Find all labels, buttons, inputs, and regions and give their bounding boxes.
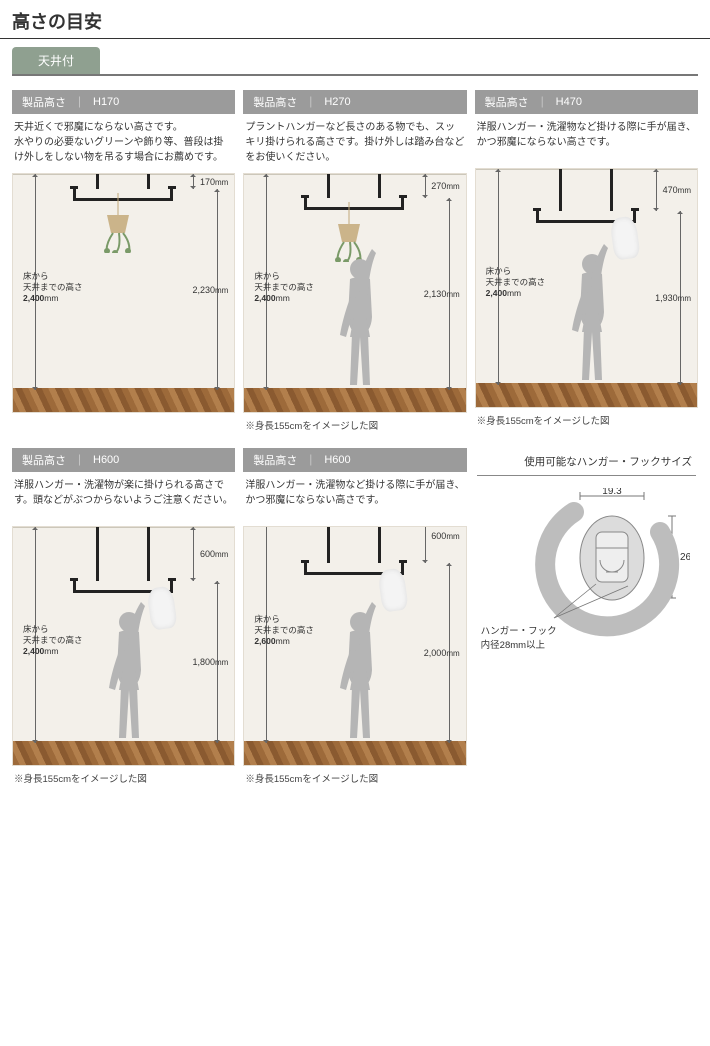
hook-spec-card: 使用可能なハンガー・フックサイズ 19.3 26.5 xyxy=(475,448,698,795)
illustration: 600mm 2,000mm 床から天井までの高さ 2,600mm xyxy=(243,526,466,766)
ceiling-line xyxy=(13,174,234,175)
floor xyxy=(476,383,697,407)
card-description: 洋服ハンガー・洗濯物が楽に掛けられる高さです。頭などがぶつからないようご注意くだ… xyxy=(12,472,235,526)
card-description: 天井近くで邪魔にならない高さです。水やりの必要ないグリーンや飾り等、普段は掛け外… xyxy=(12,114,235,173)
ceiling-line xyxy=(476,169,697,170)
ceiling-height-label: 床から天井までの高さ 2,400mm xyxy=(486,266,546,299)
dim-bar-floor-label: 2,000mm xyxy=(424,648,460,658)
dim-drop-label: 270mm xyxy=(431,181,459,191)
divider: ｜ xyxy=(537,94,548,110)
product-card-h270-1: 製品高さ ｜ H270 プラントハンガーなど長さのある物でも、スッキリ掛けられる… xyxy=(243,90,466,442)
card-header: 製品高さ ｜ H470 xyxy=(475,90,698,114)
dim-bar-floor-label: 1,800mm xyxy=(192,657,228,667)
tab-ceiling-mount: 天井付 xyxy=(12,47,100,74)
card-description: 洋服ハンガー・洗濯物など掛ける際に手が届き、かつ邪魔にならない高さです。 xyxy=(475,114,698,168)
card-description: 洋服ハンガー・洗濯物など掛ける際に手が届き、かつ邪魔にならない高さです。 xyxy=(243,472,466,526)
card-header-label: 製品高さ xyxy=(22,94,66,110)
product-card-h600-3: 製品高さ ｜ H600 洋服ハンガー・洗濯物が楽に掛けられる高さです。頭などがぶ… xyxy=(12,448,235,795)
card-header-label: 製品高さ xyxy=(22,452,66,468)
hook-spec-note: ハンガー・フック内径28mm以上 xyxy=(481,625,557,652)
person-silhouette xyxy=(330,243,390,388)
dim-drop xyxy=(193,527,194,581)
dim-drop-label: 170mm xyxy=(200,177,228,187)
dim-bar-floor-label: 2,130mm xyxy=(424,289,460,299)
dim-drop xyxy=(656,169,657,211)
dim-drop xyxy=(425,174,426,198)
card-header-label: 製品高さ xyxy=(253,452,297,468)
tab-bar: 天井付 xyxy=(12,47,698,76)
dim-bar-floor-label: 1,930mm xyxy=(655,293,691,303)
product-card-h600-4: 製品高さ ｜ H600 洋服ハンガー・洗濯物など掛ける際に手が届き、かつ邪魔にな… xyxy=(243,448,466,795)
person-silhouette xyxy=(330,596,390,741)
cards-grid: 製品高さ ｜ H170 天井近くで邪魔にならない高さです。水やりの必要ないグリー… xyxy=(0,90,710,795)
floor xyxy=(244,741,465,765)
hook-spec-title: 使用可能なハンガー・フックサイズ xyxy=(477,452,696,476)
dim-drop xyxy=(425,526,426,563)
floor xyxy=(13,741,234,765)
card-header-label: 製品高さ xyxy=(253,94,297,110)
card-header: 製品高さ ｜ H600 xyxy=(243,448,466,472)
card-header-code: H170 xyxy=(93,96,119,108)
ceiling-line xyxy=(244,174,465,175)
hook-spec-figure: 19.3 26.5 xyxy=(477,486,696,686)
dim-drop-label: 600mm xyxy=(200,549,228,559)
card-header: 製品高さ ｜ H600 xyxy=(12,448,235,472)
product-card-h470-2: 製品高さ ｜ H470 洋服ハンガー・洗濯物など掛ける際に手が届き、かつ邪魔にな… xyxy=(475,90,698,442)
card-caption xyxy=(12,413,235,437)
page-title: 高さの目安 xyxy=(0,0,710,39)
card-header: 製品高さ ｜ H170 xyxy=(12,90,235,114)
ceiling-height-label: 床から天井までの高さ 2,600mm xyxy=(254,614,314,647)
ceiling-height-label: 床から天井までの高さ 2,400mm xyxy=(23,624,83,657)
illustration: 470mm 1,930mm 床から天井までの高さ 2,400mm xyxy=(475,168,698,408)
card-header-label: 製品高さ xyxy=(485,94,529,110)
card-caption: ※身長155cmをイメージした図 xyxy=(12,766,235,795)
divider: ｜ xyxy=(305,452,316,468)
illustration: 270mm 2,130mm 床から天井までの高さ 2,400mm xyxy=(243,173,466,413)
dim-drop xyxy=(193,174,194,189)
divider: ｜ xyxy=(74,94,85,110)
ceiling-height-label: 床から天井までの高さ 2,400mm xyxy=(254,271,314,304)
dim-drop-label: 600mm xyxy=(431,531,459,541)
card-caption: ※身長155cmをイメージした図 xyxy=(475,408,698,437)
illustration: 170mm 2,230mm 床から天井までの高さ 2,400mm xyxy=(12,173,235,413)
floor xyxy=(13,388,234,412)
person-silhouette xyxy=(99,596,159,741)
ceiling-height-label: 床から天井までの高さ 2,400mm xyxy=(23,271,83,304)
svg-text:26.5: 26.5 xyxy=(680,552,690,563)
divider: ｜ xyxy=(305,94,316,110)
card-caption: ※身長155cmをイメージした図 xyxy=(243,413,466,442)
dim-drop-label: 470mm xyxy=(663,185,691,195)
divider: ｜ xyxy=(74,452,85,468)
card-header-code: H600 xyxy=(93,454,119,466)
plant-decor xyxy=(101,193,135,256)
card-header-code: H470 xyxy=(556,96,582,108)
card-header-code: H270 xyxy=(324,96,350,108)
card-header: 製品高さ ｜ H270 xyxy=(243,90,466,114)
dim-bar-floor-label: 2,230mm xyxy=(192,285,228,295)
svg-text:19.3: 19.3 xyxy=(602,488,622,497)
floor xyxy=(244,388,465,412)
ceiling-line xyxy=(13,527,234,528)
person-silhouette xyxy=(562,238,622,383)
product-card-h170-0: 製品高さ ｜ H170 天井近くで邪魔にならない高さです。水やりの必要ないグリー… xyxy=(12,90,235,442)
card-caption: ※身長155cmをイメージした図 xyxy=(243,766,466,795)
card-description: プラントハンガーなど長さのある物でも、スッキリ掛けられる高さです。掛け外しは踏み… xyxy=(243,114,466,173)
illustration: 600mm 1,800mm 床から天井までの高さ 2,400mm xyxy=(12,526,235,766)
card-header-code: H600 xyxy=(324,454,350,466)
